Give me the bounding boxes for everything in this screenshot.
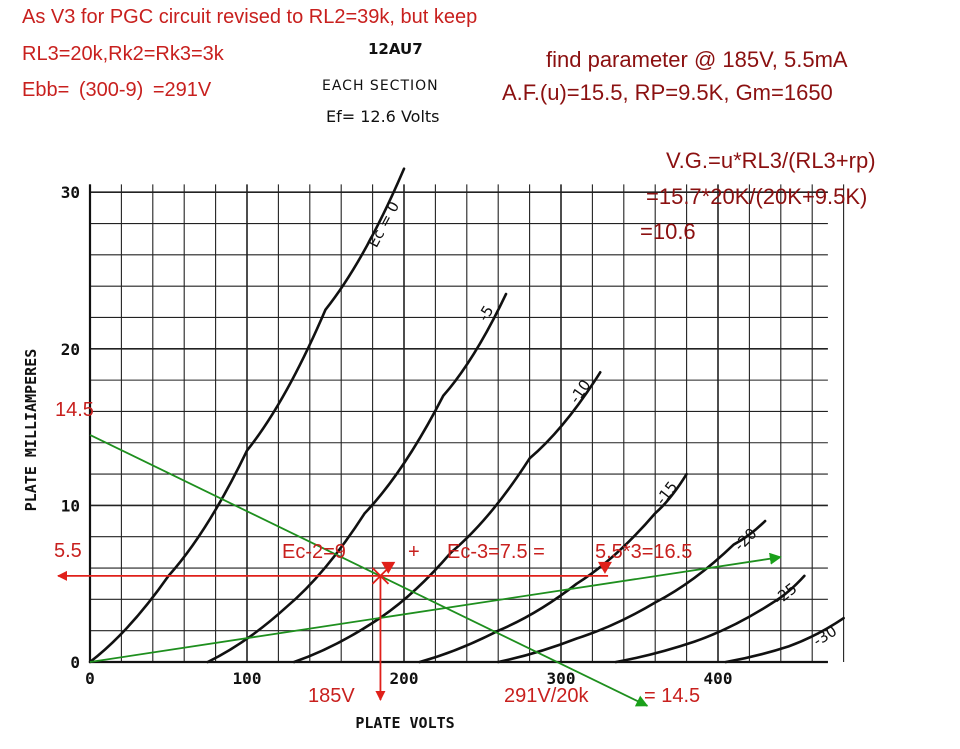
find-parameter: find parameter @ 185V, 5.5mA [546, 47, 848, 72]
vg-formula-1: V.G.=u*RL3/(RL3+rp) [666, 148, 876, 173]
plate-curve [614, 574, 806, 664]
y-tick-label: 10 [61, 496, 80, 515]
plate-curve [88, 167, 406, 664]
tube-filament: Ef= 12.6 Volts [326, 107, 440, 126]
header-line-2: RL3=20k,Rk2=Rk3=3k [22, 43, 224, 65]
y-tick-label: 30 [61, 183, 80, 202]
x-tick-label: 200 [390, 669, 419, 688]
x-axis-label: PLATE VOLTS [355, 714, 454, 732]
curve-label: -10 [566, 376, 595, 406]
y-axis-label: PLATE MILLIAMPERES [22, 349, 40, 512]
x-tick-label: 0 [85, 669, 95, 688]
analysis-overlays [57, 434, 782, 707]
chart-axes [88, 184, 828, 664]
operating-point-mark [371, 567, 390, 585]
chart-grid [89, 184, 845, 663]
tube-info-box [310, 36, 490, 142]
header-line-1: As V3 for PGC circuit revised to RL2=39k… [22, 6, 478, 28]
curve-label: -15 [652, 478, 681, 508]
plate-curve [496, 519, 767, 664]
label-ec-2: Ec-2=9 [282, 541, 346, 563]
y-tick-label: 20 [61, 340, 80, 359]
vg-formula-3: =10.6 [640, 219, 696, 244]
x-tick-label: 400 [704, 669, 733, 688]
vg-formula-2: =15.7*20K/(20K+9.5K) [646, 184, 868, 209]
label-product: 5.5*3=16.5 [595, 541, 693, 563]
curve-label: -30 [810, 622, 840, 650]
x-tick-label: 100 [233, 669, 262, 688]
load-line [89, 434, 649, 707]
curve-label: Ec = 0 [364, 198, 403, 250]
label-14-5: 14.5 [55, 399, 94, 421]
header-line-3: Ebb= (300-9) =291V [22, 79, 212, 101]
label-eq-14-5: = 14.5 [644, 685, 701, 707]
af-parameters: A.F.(u)=15.5, RP=9.5K, Gm=1650 [502, 80, 833, 105]
plate-curves [88, 167, 845, 664]
label-185v: 185V [308, 685, 355, 707]
tube-each-section: EACH SECTION [322, 78, 439, 94]
label-ec-3: Ec-3=7.5 = [447, 541, 545, 563]
label-plus: + [408, 541, 420, 563]
label-291v-20k: 291V/20k [504, 685, 589, 707]
plate-curve [292, 370, 602, 664]
tick-labels: 0 100 200 300 400 0 10 20 30 [61, 183, 733, 688]
tube-name: 12AU7 [368, 40, 423, 58]
y-tick-label: 0 [70, 653, 80, 672]
down-arrow-icon [381, 561, 396, 574]
down-arrow-icon [597, 561, 612, 574]
plate-curve [206, 292, 508, 664]
plate-curve [724, 616, 845, 664]
plate-curve [418, 472, 688, 664]
x-tick-label: 300 [547, 669, 576, 688]
label-5-5: 5.5 [54, 540, 82, 562]
grid-bias-line [89, 552, 782, 663]
